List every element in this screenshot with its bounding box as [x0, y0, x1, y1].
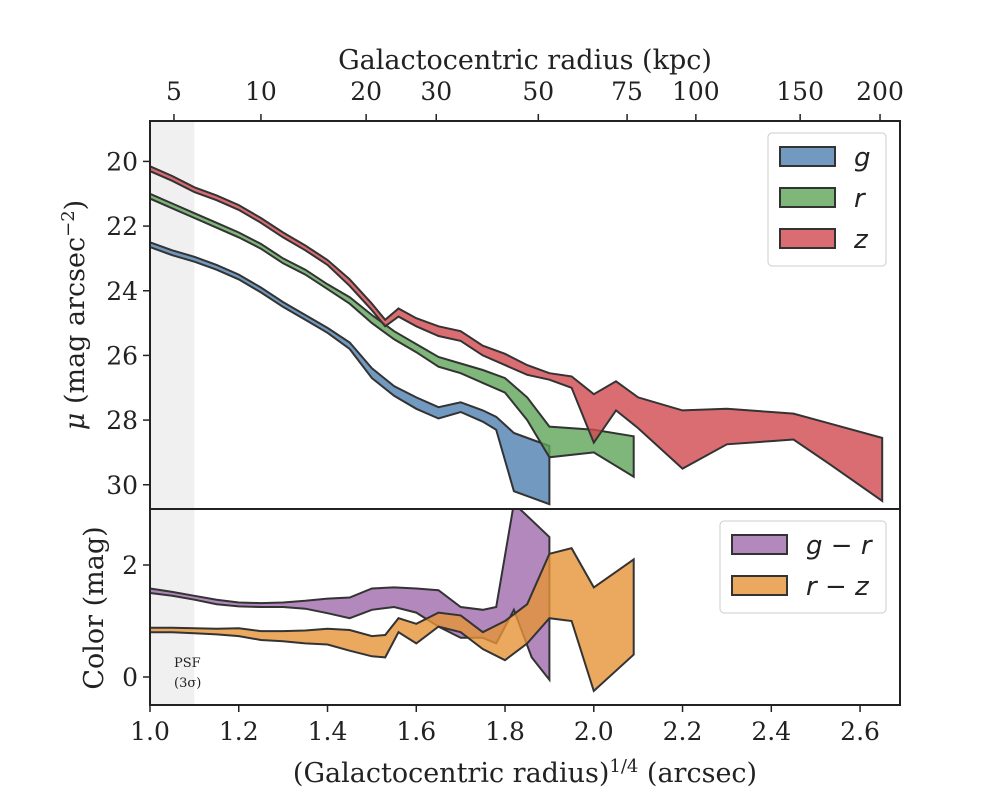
kpc-tick-label: 50 — [522, 77, 554, 106]
legend-swatch — [779, 187, 836, 208]
series-band-z-mag — [150, 165, 884, 503]
kpc-tick-label: 10 — [245, 77, 277, 106]
y-tick-label: 30 — [106, 471, 138, 500]
top-kpc-ticks: 5 10 20 30 50 75 100 150 200 — [166, 77, 904, 121]
bottom-panel: 02 1.0 1.2 1.4 1.6 1.8 2.0 2.2 2.4 2.6 g − rr − … — [122, 508, 901, 746]
y-tick-label: 28 — [106, 406, 138, 435]
top-legend: grz — [767, 132, 887, 267]
top-x-axis-label: Galactocentric radius (kpc) — [338, 45, 712, 76]
x-tick-label: 2.6 — [840, 717, 880, 746]
kpc-tick-label: 100 — [672, 77, 720, 106]
psf-annotation-line1: PSF — [174, 656, 201, 671]
kpc-tick-label: 150 — [776, 77, 824, 106]
y-tick-label: 20 — [106, 147, 138, 176]
x-tick-label: 2.4 — [751, 717, 791, 746]
bottom-axes-frame — [149, 508, 901, 706]
series-band-rz-color — [150, 547, 635, 693]
legend-swatch — [731, 534, 788, 555]
x-tick-label: 2.0 — [574, 717, 614, 746]
legend-swatch — [779, 228, 836, 249]
psf-annotation-line2: (3σ) — [174, 676, 201, 691]
series-band-g-mag — [150, 241, 551, 506]
x-tick-label: 1.2 — [219, 717, 259, 746]
bottom-x-ticks: 1.0 1.2 1.4 1.6 1.8 2.0 2.2 2.4 2.6 — [130, 705, 880, 746]
y-tick-label: 22 — [106, 212, 138, 241]
kpc-tick-label: 75 — [611, 77, 643, 106]
y-tick-label: 0 — [122, 663, 138, 692]
y-tick-label: 26 — [106, 341, 138, 370]
x-tick-label: 1.8 — [485, 717, 525, 746]
bottom-x-axis-label: (Galactocentric radius)1/4 (arcsec) — [293, 756, 757, 790]
x-tick-label: 1.0 — [130, 717, 170, 746]
kpc-tick-label: 30 — [420, 77, 452, 106]
top-y-ticks: 20 22 24 26 28 30 — [106, 147, 150, 500]
legend-label: r − z — [806, 572, 870, 602]
kpc-tick-label: 20 — [350, 77, 382, 106]
top-y-axis-label: μ (mag arcsec−2) — [58, 200, 92, 430]
legend-swatch — [731, 575, 788, 596]
kpc-tick-label: 200 — [856, 77, 904, 106]
bottom-series-group — [150, 509, 635, 693]
legend-label: g — [854, 143, 871, 173]
x-tick-label: 1.4 — [308, 717, 348, 746]
x-tick-label: 2.2 — [663, 717, 703, 746]
bottom-legend: g − r r − z — [719, 520, 887, 614]
bottom-psf-band — [150, 509, 195, 705]
series-band-r-mag — [150, 192, 635, 479]
bottom-y-ticks: 02 — [122, 551, 150, 692]
legend-label: r — [854, 184, 867, 214]
y-tick-label: 24 — [106, 277, 138, 306]
bottom-y-axis-label: Color (mag) — [79, 526, 110, 689]
legend-label: z — [853, 225, 869, 255]
y-tick-label: 2 — [122, 551, 138, 580]
legend-label: g − r — [806, 531, 874, 561]
top-series-group — [150, 165, 884, 506]
kpc-tick-label: 5 — [166, 77, 182, 106]
x-tick-label: 1.6 — [396, 717, 436, 746]
series-band-gr-color — [150, 509, 551, 683]
legend-swatch — [779, 146, 836, 167]
top-panel: 20 22 24 26 28 30 5 10 20 30 50 75 100 150 200 grz — [106, 77, 904, 510]
